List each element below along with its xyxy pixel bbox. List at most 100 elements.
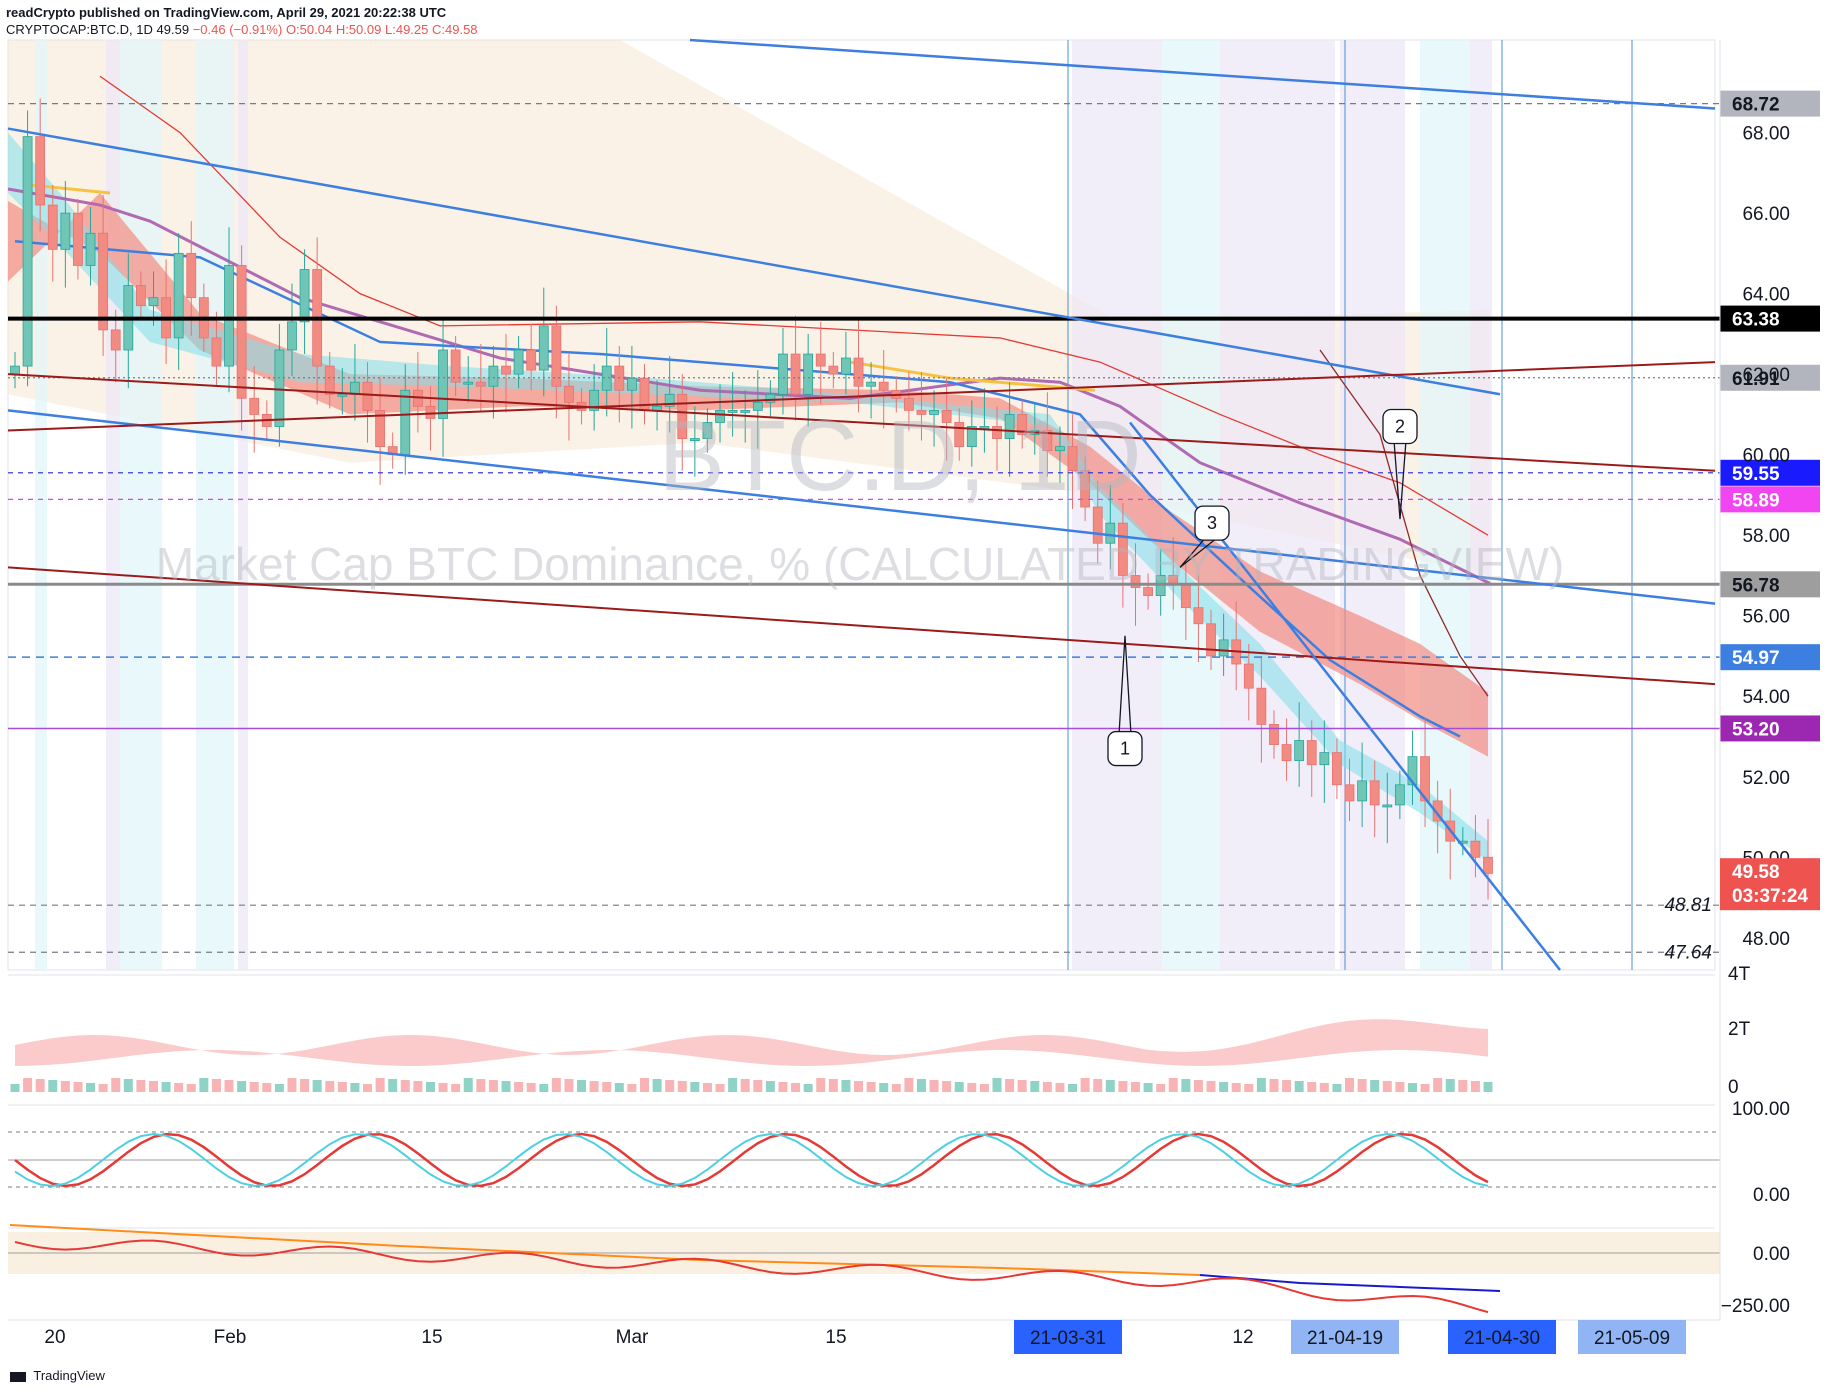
candle-body	[463, 381, 474, 385]
last-value: 49.59	[156, 22, 190, 37]
vertical-band	[1340, 40, 1405, 970]
candle-body	[1281, 744, 1292, 762]
footer-brand: TradingView	[33, 1368, 105, 1383]
volume-bar	[48, 1080, 58, 1092]
candle-body	[1017, 414, 1028, 435]
callout-label: 1	[1120, 739, 1130, 759]
candle-body	[299, 269, 310, 323]
price-level-tag	[1720, 305, 1820, 332]
volume-bar	[262, 1083, 272, 1092]
close-value: C:49.58	[432, 22, 478, 37]
candle-body	[1105, 522, 1116, 544]
price-level-tag	[1720, 715, 1820, 742]
symbol-name[interactable]: CRYPTOCAP:BTC.D, 1D	[6, 22, 153, 37]
sub-panes	[8, 974, 1720, 1314]
candle-body	[992, 426, 1002, 439]
bottom-ma-line-2	[1199, 1274, 1501, 1292]
trendline	[7, 127, 1501, 396]
y-tick-label: 54.00	[1742, 687, 1790, 708]
oscillator-signal-line	[14, 1132, 1489, 1187]
volume-bar	[551, 1078, 561, 1092]
volume-bar	[992, 1078, 1002, 1092]
candle-body	[375, 409, 386, 448]
candle-body	[324, 365, 335, 395]
candle-body	[1269, 724, 1279, 745]
candle-body	[677, 393, 688, 439]
candle-body	[929, 409, 939, 415]
open-value: O:50.04	[285, 22, 333, 37]
trendline	[7, 409, 1716, 605]
volume-bar	[35, 1079, 45, 1092]
volume-bar	[1458, 1080, 1468, 1092]
y-tick-label: 52.00	[1742, 768, 1790, 789]
volume-bar	[438, 1083, 448, 1092]
candle-body	[1369, 780, 1380, 806]
candle-body	[1306, 740, 1317, 766]
volume-bar	[1118, 1081, 1128, 1092]
candle-body	[664, 393, 675, 407]
candle-body	[1193, 607, 1204, 625]
price-level-label: 58.89	[1732, 490, 1780, 511]
callouts: 1 2 3	[1107, 408, 1418, 767]
candle-body	[1067, 446, 1078, 472]
candle-body	[841, 357, 851, 375]
tradingview-logo-icon	[10, 1371, 26, 1382]
candle-body	[236, 265, 247, 399]
price-level-tag	[1720, 459, 1820, 486]
candle-body	[551, 325, 562, 387]
volume-bar	[463, 1078, 473, 1092]
volume-bar	[614, 1083, 624, 1092]
volume-bar	[690, 1082, 700, 1092]
volume-bar	[1483, 1082, 1493, 1092]
volume-bar	[1231, 1083, 1241, 1092]
candle-body	[425, 405, 436, 419]
volume-bar	[1370, 1080, 1380, 1092]
volume-bar	[363, 1084, 373, 1092]
price-level-tag	[1720, 364, 1820, 391]
volume-bar	[539, 1084, 549, 1092]
volume-bar	[350, 1083, 360, 1092]
candle-body	[526, 349, 537, 371]
volume-bar	[1042, 1082, 1052, 1092]
callout-box	[1382, 408, 1418, 445]
price-level-label: 54.97	[1732, 648, 1780, 669]
bottom-indicator-line	[14, 1239, 1489, 1314]
trendline	[7, 361, 1716, 432]
volume-axis-label: 2T	[1728, 1019, 1751, 1040]
candle-body	[1256, 687, 1267, 725]
candle-body	[589, 389, 600, 411]
candle-body	[752, 401, 763, 411]
volume-bar	[639, 1078, 649, 1092]
date-marker-tag	[1291, 1320, 1399, 1354]
volume-bar	[665, 1080, 675, 1092]
x-tick-label: 12	[1232, 1327, 1253, 1348]
volume-bar	[325, 1081, 335, 1092]
last-price-tag	[1720, 858, 1820, 911]
watermark: BTC.D, 1D Market Cap BTC Dominance, % (C…	[156, 400, 1564, 590]
volume-bar	[904, 1078, 914, 1092]
y-tick-label: 56.00	[1742, 607, 1790, 628]
candle-body	[1206, 623, 1216, 657]
volume-bar	[287, 1078, 297, 1092]
y-tick-label: 64.00	[1742, 285, 1790, 306]
time-axis: 20 Feb 15 Mar 15 12 21-03-31 21-04-19 21-04-30 21…	[8, 1319, 1720, 1354]
volume-bar	[979, 1084, 989, 1092]
candle-body	[740, 409, 751, 413]
volume-bar	[564, 1079, 574, 1092]
candle-body	[815, 353, 826, 367]
price-level-label: 61.91	[1732, 369, 1780, 390]
volume-bar	[728, 1078, 738, 1092]
candle-body	[148, 297, 159, 307]
volume-bar	[1445, 1079, 1455, 1092]
purple-moving-average	[7, 187, 1491, 585]
price-level-tag	[1720, 644, 1820, 671]
candle-body	[110, 329, 121, 351]
volume-bar	[174, 1083, 184, 1092]
candle-body	[173, 252, 184, 339]
volume-bar	[1055, 1083, 1065, 1092]
volume-bar	[627, 1084, 637, 1092]
change-value: −0.46 (−0.91%)	[192, 22, 283, 37]
volume-bar	[1206, 1081, 1216, 1092]
candle-body	[1407, 756, 1418, 786]
